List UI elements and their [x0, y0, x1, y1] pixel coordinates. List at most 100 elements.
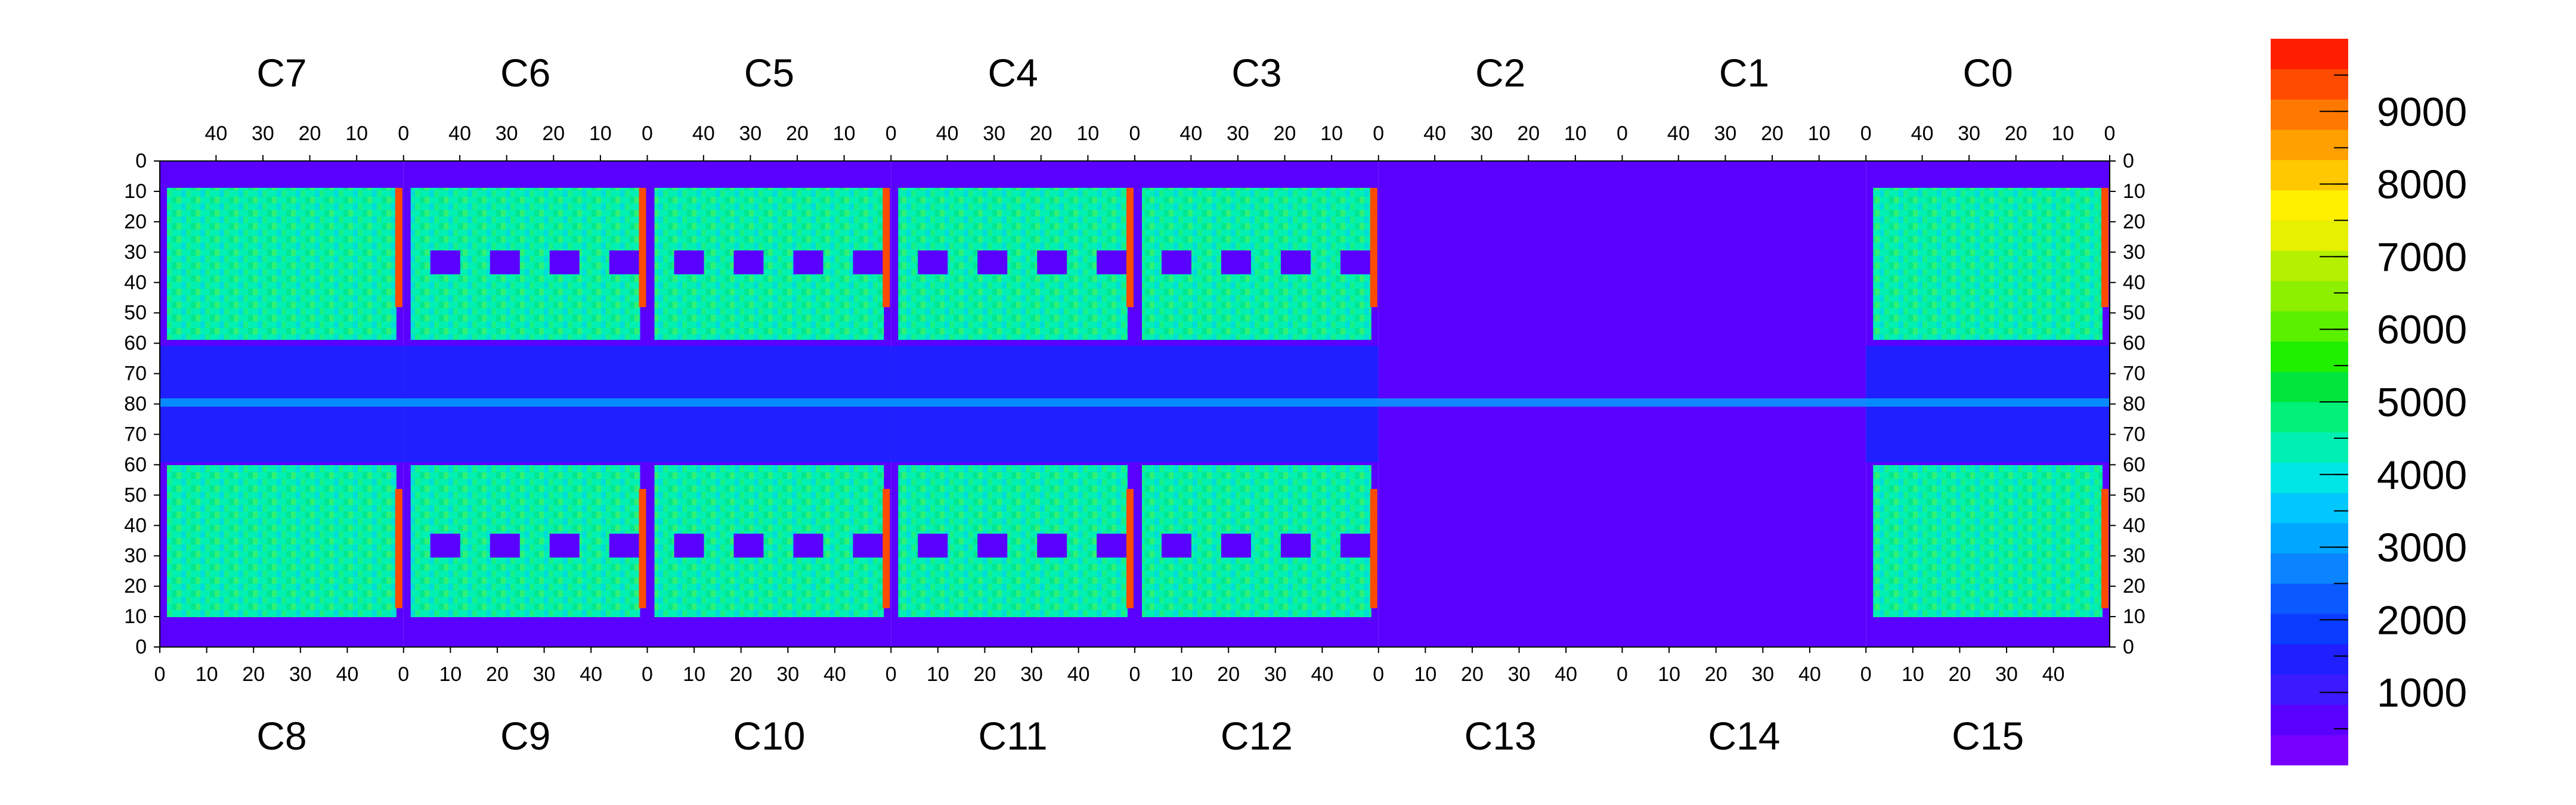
x-tick-label-top: 10	[1320, 122, 1343, 145]
chip-labels: C7 C8 C6 C9 C5 C10 C4 C11 C3 C12 C2 C13 C1 C14 C0 C15	[256, 51, 2024, 758]
x-tick-label-bottom: 30	[1508, 663, 1531, 686]
y-tick-label-left: 40	[124, 271, 147, 294]
x-tick-label-bottom: 0	[1617, 663, 1628, 686]
pad-block	[490, 250, 520, 274]
x-tick-label-top: 0	[1373, 122, 1384, 145]
chip-label-top: C1	[1719, 51, 1769, 95]
pad-block	[977, 250, 1008, 274]
y-tick-label-right: 0	[2123, 636, 2134, 658]
x-tick-label-bottom: 0	[886, 663, 897, 686]
heatmap-cells	[159, 160, 2110, 648]
pad-block	[1037, 250, 1067, 274]
colorbar-segment	[2271, 129, 2348, 160]
x-tick-label-top: 30	[983, 122, 1005, 145]
colorbar-tick-label: 2000	[2377, 597, 2467, 643]
x-tick-label-top: 20	[299, 122, 321, 145]
y-tick-label-left: 20	[124, 575, 147, 597]
x-tick-label-top: 30	[1470, 122, 1493, 145]
colorbar-tick-label: 7000	[2377, 234, 2467, 280]
colorbar-segment	[2271, 99, 2348, 130]
colorbar-tick-label: 1000	[2377, 670, 2467, 716]
chip-label-bottom: C14	[1708, 714, 1780, 758]
edge-column	[2101, 188, 2109, 307]
x-tick-label-top: 10	[589, 122, 612, 145]
chip-region-upper-texture	[1873, 188, 2103, 340]
x-tick-label-top: 40	[1179, 122, 1202, 145]
x-tick-label-bottom: 30	[1995, 663, 2018, 686]
y-tick-label-right: 10	[2123, 180, 2145, 203]
x-tick-label-bottom: 30	[533, 663, 556, 686]
pad-block	[1162, 250, 1191, 274]
x-tick-label-bottom: 0	[398, 663, 409, 686]
x-tick-label-bottom: 20	[1217, 663, 1240, 686]
y-tick-label-left: 60	[124, 332, 147, 355]
y-tick-label-right: 30	[2123, 241, 2145, 264]
colorbar: 1000 2000 3000 4000 5000 6000 7000 8000 9000	[2271, 39, 2467, 766]
pad-block	[1221, 534, 1251, 558]
x-tick-label-bottom: 40	[1311, 663, 1334, 686]
x-tick-label-top: 30	[1227, 122, 1249, 145]
y-tick-label-left: 30	[124, 241, 147, 264]
pad-block	[674, 534, 704, 558]
pad-block	[1340, 534, 1370, 558]
chip-label-bottom: C13	[1465, 714, 1537, 758]
y-tick-label-left: 30	[124, 544, 147, 567]
y-tick-label-right: 50	[2123, 302, 2145, 324]
x-tick-label-bottom: 10	[1171, 663, 1193, 686]
pad-block	[609, 250, 639, 274]
y-tick-label-right: 20	[2123, 575, 2145, 597]
x-tick-label-top: 0	[886, 122, 897, 145]
x-tick-label-bottom: 30	[1751, 663, 1774, 686]
chip-region-lower-texture	[1873, 465, 2103, 617]
colorbar-segment	[2271, 553, 2348, 584]
colorbar-segment	[2271, 432, 2348, 463]
x-tick-label-top: 0	[1617, 122, 1628, 145]
pad-block	[733, 534, 764, 558]
y-tick-label-left: 0	[135, 150, 147, 172]
edge-column	[395, 188, 402, 307]
x-tick-label-top: 10	[1076, 122, 1099, 145]
chip-label-top: C0	[1962, 51, 2012, 95]
y-tick-label-left: 50	[124, 484, 147, 506]
colorbar-tick-label: 6000	[2377, 307, 2467, 352]
pad-block	[549, 534, 580, 558]
y-tick-label-left: 40	[124, 514, 147, 537]
edge-column	[1126, 188, 1134, 307]
x-tick-label-top: 20	[2005, 122, 2027, 145]
colorbar-segment	[2271, 39, 2348, 70]
edge-column	[639, 489, 646, 608]
y-tick-label-right: 70	[2123, 363, 2145, 385]
x-tick-label-top: 20	[1274, 122, 1296, 145]
x-tick-label-top: 30	[1958, 122, 1980, 145]
x-tick-label-bottom: 0	[1373, 663, 1384, 686]
pad-block	[490, 534, 520, 558]
center-line	[160, 398, 2110, 407]
colorbar-segment	[2271, 735, 2348, 766]
x-tick-label-bottom: 40	[1555, 663, 1577, 686]
x-tick-label-top: 40	[1911, 122, 1934, 145]
colorbar-segment	[2271, 69, 2348, 100]
pad-block	[674, 250, 704, 274]
x-tick-label-bottom: 30	[776, 663, 799, 686]
pad-block	[918, 534, 948, 558]
x-tick-label-top: 40	[692, 122, 715, 145]
y-tick-label-left: 50	[124, 302, 147, 324]
y-tick-label-right: 60	[2123, 453, 2145, 476]
x-tick-label-top: 0	[1860, 122, 1872, 145]
pad-block	[1340, 250, 1370, 274]
x-tick-label-top: 0	[398, 122, 409, 145]
x-tick-label-bottom: 10	[1902, 663, 1924, 686]
colorbar-segment	[2271, 583, 2348, 614]
pad-block	[793, 250, 823, 274]
colorbar-segment	[2271, 341, 2348, 372]
x-tick-label-top: 30	[496, 122, 518, 145]
colorbar-tick-label: 3000	[2377, 525, 2467, 571]
y-tick-label-right: 60	[2123, 332, 2145, 355]
colorbar-tick-label: 4000	[2377, 453, 2467, 498]
colorbar-segment	[2271, 402, 2348, 433]
x-tick-label-bottom: 30	[1264, 663, 1287, 686]
x-tick-label-bottom: 0	[1860, 663, 1872, 686]
colorbar-segment	[2271, 493, 2348, 524]
x-tick-label-bottom: 20	[242, 663, 265, 686]
x-tick-label-bottom: 10	[927, 663, 949, 686]
